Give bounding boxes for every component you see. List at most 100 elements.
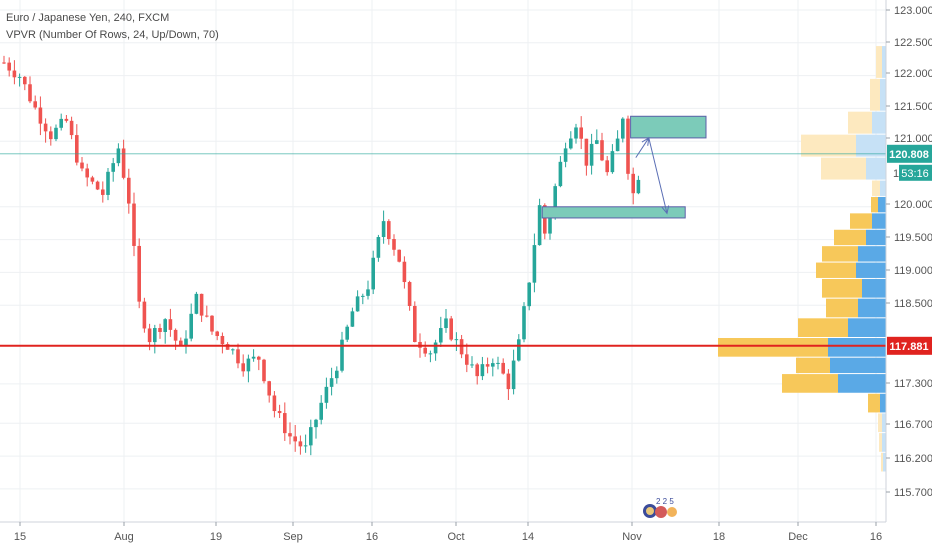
- volume-profile-down-bar: [782, 374, 838, 393]
- candle-body: [355, 296, 360, 312]
- candle-body: [257, 356, 261, 360]
- volume-profile-down-bar: [798, 318, 848, 337]
- candle-body: [381, 221, 386, 238]
- volume-profile-down-bar: [796, 357, 830, 374]
- candle-body: [262, 359, 266, 382]
- horizontal-lines[interactable]: [0, 153, 886, 347]
- price-axis-label: 118.500: [894, 298, 932, 310]
- projection-arrow[interactable]: [635, 136, 670, 215]
- candle-body: [496, 362, 500, 364]
- candle-body: [205, 315, 209, 317]
- candle-body: [189, 313, 193, 339]
- time-axis-label: 15: [14, 531, 26, 543]
- volume-profile-down-bar: [822, 246, 858, 262]
- candle-body: [132, 203, 136, 246]
- candle-body: [199, 293, 204, 316]
- volume-profile-down-bar: [870, 78, 880, 111]
- candle-body: [17, 76, 22, 78]
- price-axis-label: 123.000: [894, 5, 932, 17]
- candle-body: [615, 138, 620, 152]
- candle-body: [111, 163, 115, 172]
- candle-body: [179, 340, 183, 346]
- volume-profile-up-bar: [858, 298, 886, 318]
- volume-profile-up-bar: [856, 134, 886, 157]
- candle-body: [215, 331, 219, 336]
- volume-profile-up-bar: [883, 452, 886, 472]
- volume-profile-down-bar: [879, 433, 882, 452]
- time-axis-label: 16: [870, 531, 882, 543]
- volume-profile-up-bar: [848, 318, 886, 337]
- candle-body: [501, 362, 505, 374]
- volume-profile-up-bar: [858, 246, 886, 262]
- price-axis-label: 121.000: [894, 133, 932, 145]
- current-price-label: 120.808: [889, 149, 929, 161]
- supply-demand-zones[interactable]: [541, 115, 707, 219]
- candle-body: [80, 162, 84, 169]
- volume-profile-up-bar: [882, 46, 886, 78]
- candle-body: [241, 363, 245, 372]
- candle-body: [548, 212, 552, 234]
- candle-body: [506, 373, 511, 390]
- candle-body: [184, 338, 188, 346]
- candle-body: [475, 364, 479, 377]
- line-price-label-bg: [887, 336, 932, 355]
- volume-profile-up-bar: [828, 338, 886, 357]
- indicator-legend[interactable]: VPVR (Number Of Rows, 24, Up/Down, 70): [6, 29, 219, 41]
- time-axis-label: Oct: [447, 531, 464, 543]
- symbol-legend[interactable]: Euro / Japanese Yen, 240, FXCM: [6, 12, 170, 24]
- volume-profile-down-bar: [868, 393, 880, 413]
- volume-profile-down-bar: [718, 338, 828, 357]
- volume-profile-up-bar: [880, 78, 886, 111]
- candle-body: [298, 441, 303, 447]
- price-axis-label: 122.000: [894, 68, 932, 80]
- candle-body: [116, 148, 121, 164]
- candle-body: [106, 171, 110, 195]
- price-axis-label: 116.700: [894, 419, 932, 431]
- volume-profile-down-bar: [871, 196, 878, 213]
- candle-body: [324, 386, 329, 403]
- candle-body: [584, 138, 589, 166]
- countdown-label-bg: [899, 164, 932, 181]
- candle-body: [163, 319, 167, 332]
- candle-body: [589, 143, 594, 166]
- candle-body: [423, 347, 427, 354]
- candle-body: [319, 402, 323, 420]
- volume-profile-up-bar: [880, 393, 886, 413]
- time-axis-label: Dec: [788, 531, 808, 543]
- candle-body: [277, 411, 282, 414]
- candle-body: [553, 186, 557, 213]
- candle-body: [579, 127, 583, 139]
- candle-body: [7, 62, 11, 71]
- volume-profile-down-bar: [821, 157, 866, 180]
- volume-profile-up-bar: [882, 413, 886, 433]
- volume-profile-down-bar: [881, 452, 883, 472]
- candle-body: [121, 148, 126, 178]
- volume-profile-down-bar: [801, 134, 856, 157]
- tradingview-logo-icon: 2 2 5: [642, 497, 686, 521]
- volume-profile-up-bar: [882, 433, 886, 452]
- candle-body: [600, 140, 604, 161]
- price-axis-bg: [886, 0, 932, 550]
- candle-body: [433, 342, 438, 354]
- volume-profile-down-bar: [834, 229, 866, 246]
- time-axis-label: 16: [366, 531, 378, 543]
- candle-body: [595, 140, 599, 144]
- candle-body: [173, 329, 178, 341]
- candle-body: [43, 123, 48, 132]
- volume-profile-up-bar: [830, 357, 886, 374]
- volume-profile-up-bar: [838, 374, 886, 393]
- price-axis-label: 122.500: [894, 37, 932, 49]
- candle-body: [335, 370, 339, 379]
- candle-body: [563, 148, 568, 162]
- candle-body: [33, 101, 37, 108]
- price-axis-label: 117.300: [894, 378, 932, 390]
- candle-body: [454, 339, 459, 341]
- volume-profile-down-bar: [822, 278, 862, 298]
- candle-body: [12, 70, 17, 78]
- candle-body: [147, 328, 152, 343]
- candle-body: [366, 289, 370, 296]
- volume-profile-down-bar: [816, 262, 856, 278]
- volume-profile-up-bar: [880, 180, 886, 196]
